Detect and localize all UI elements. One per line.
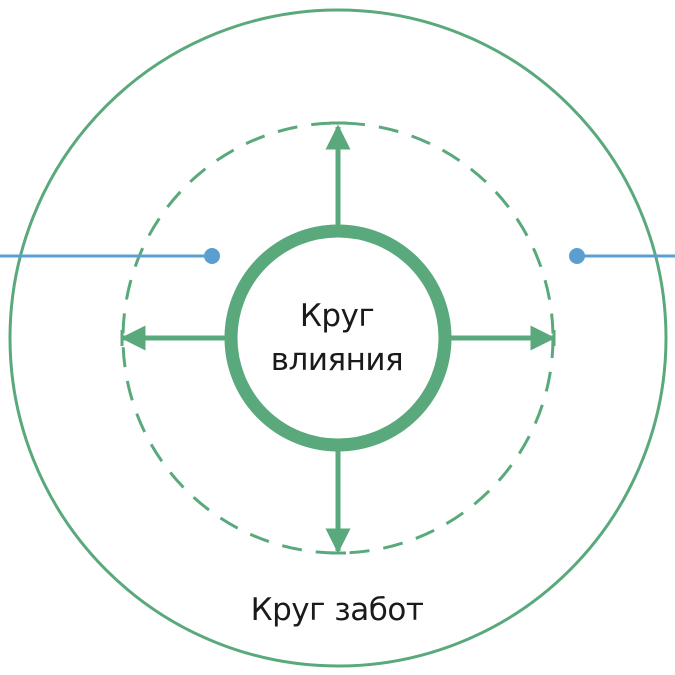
influence-label-line2: влияния: [270, 342, 404, 378]
influence-label-line1: Круг: [299, 298, 375, 334]
circle-of-influence: [224, 224, 452, 452]
left-connector-dot: [204, 248, 220, 264]
concern-label: Круг забот: [250, 592, 424, 628]
right-connector-dot: [569, 248, 585, 264]
circle-of-concern: [8, 8, 668, 668]
